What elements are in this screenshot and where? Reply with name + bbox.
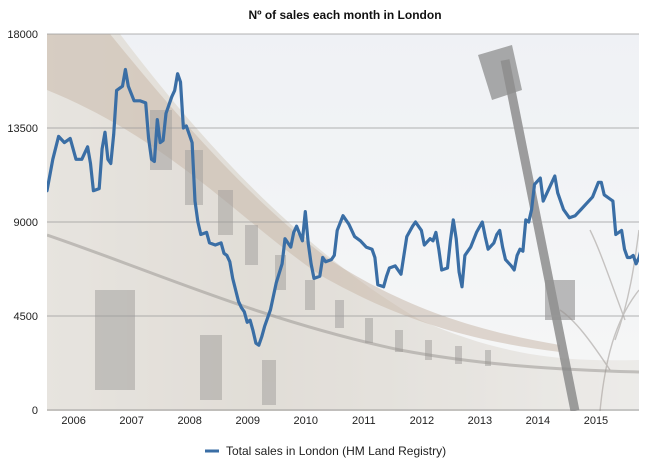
x-tick-label: 2013 (468, 415, 492, 427)
x-tick-label: 2015 (584, 415, 608, 427)
y-tick-label: 9000 (14, 217, 38, 229)
series-layer (47, 67, 639, 347)
chart-title: Nº of sales each month in London (248, 8, 441, 22)
x-tick-label: 2008 (177, 415, 201, 427)
x-tick-label: 2007 (119, 415, 143, 427)
y-tick-label: 4500 (14, 311, 38, 323)
gridlines (47, 33, 639, 411)
legend-label: Total sales in London (HM Land Registry) (226, 444, 446, 458)
series-line (47, 67, 639, 347)
y-tick-label: 13500 (7, 123, 38, 135)
x-tick-label: 2010 (294, 415, 318, 427)
x-tick-label: 2006 (61, 415, 85, 427)
y-tick-label: 18000 (7, 29, 38, 41)
x-tick-label: 2014 (526, 415, 550, 427)
x-tick-label: 2011 (352, 415, 376, 427)
x-tick-label: 2012 (410, 415, 434, 427)
y-tick-label: 0 (32, 405, 38, 417)
x-axis: 2006 2007 2008 2009 2010 2011 2012 2013 2014 2015 (61, 415, 608, 427)
background-photo (47, 34, 639, 411)
x-tick-label: 2009 (235, 415, 259, 427)
y-axis: 18000 13500 9000 4500 0 (7, 29, 38, 417)
legend: Total sales in London (HM Land Registry) (205, 444, 446, 458)
